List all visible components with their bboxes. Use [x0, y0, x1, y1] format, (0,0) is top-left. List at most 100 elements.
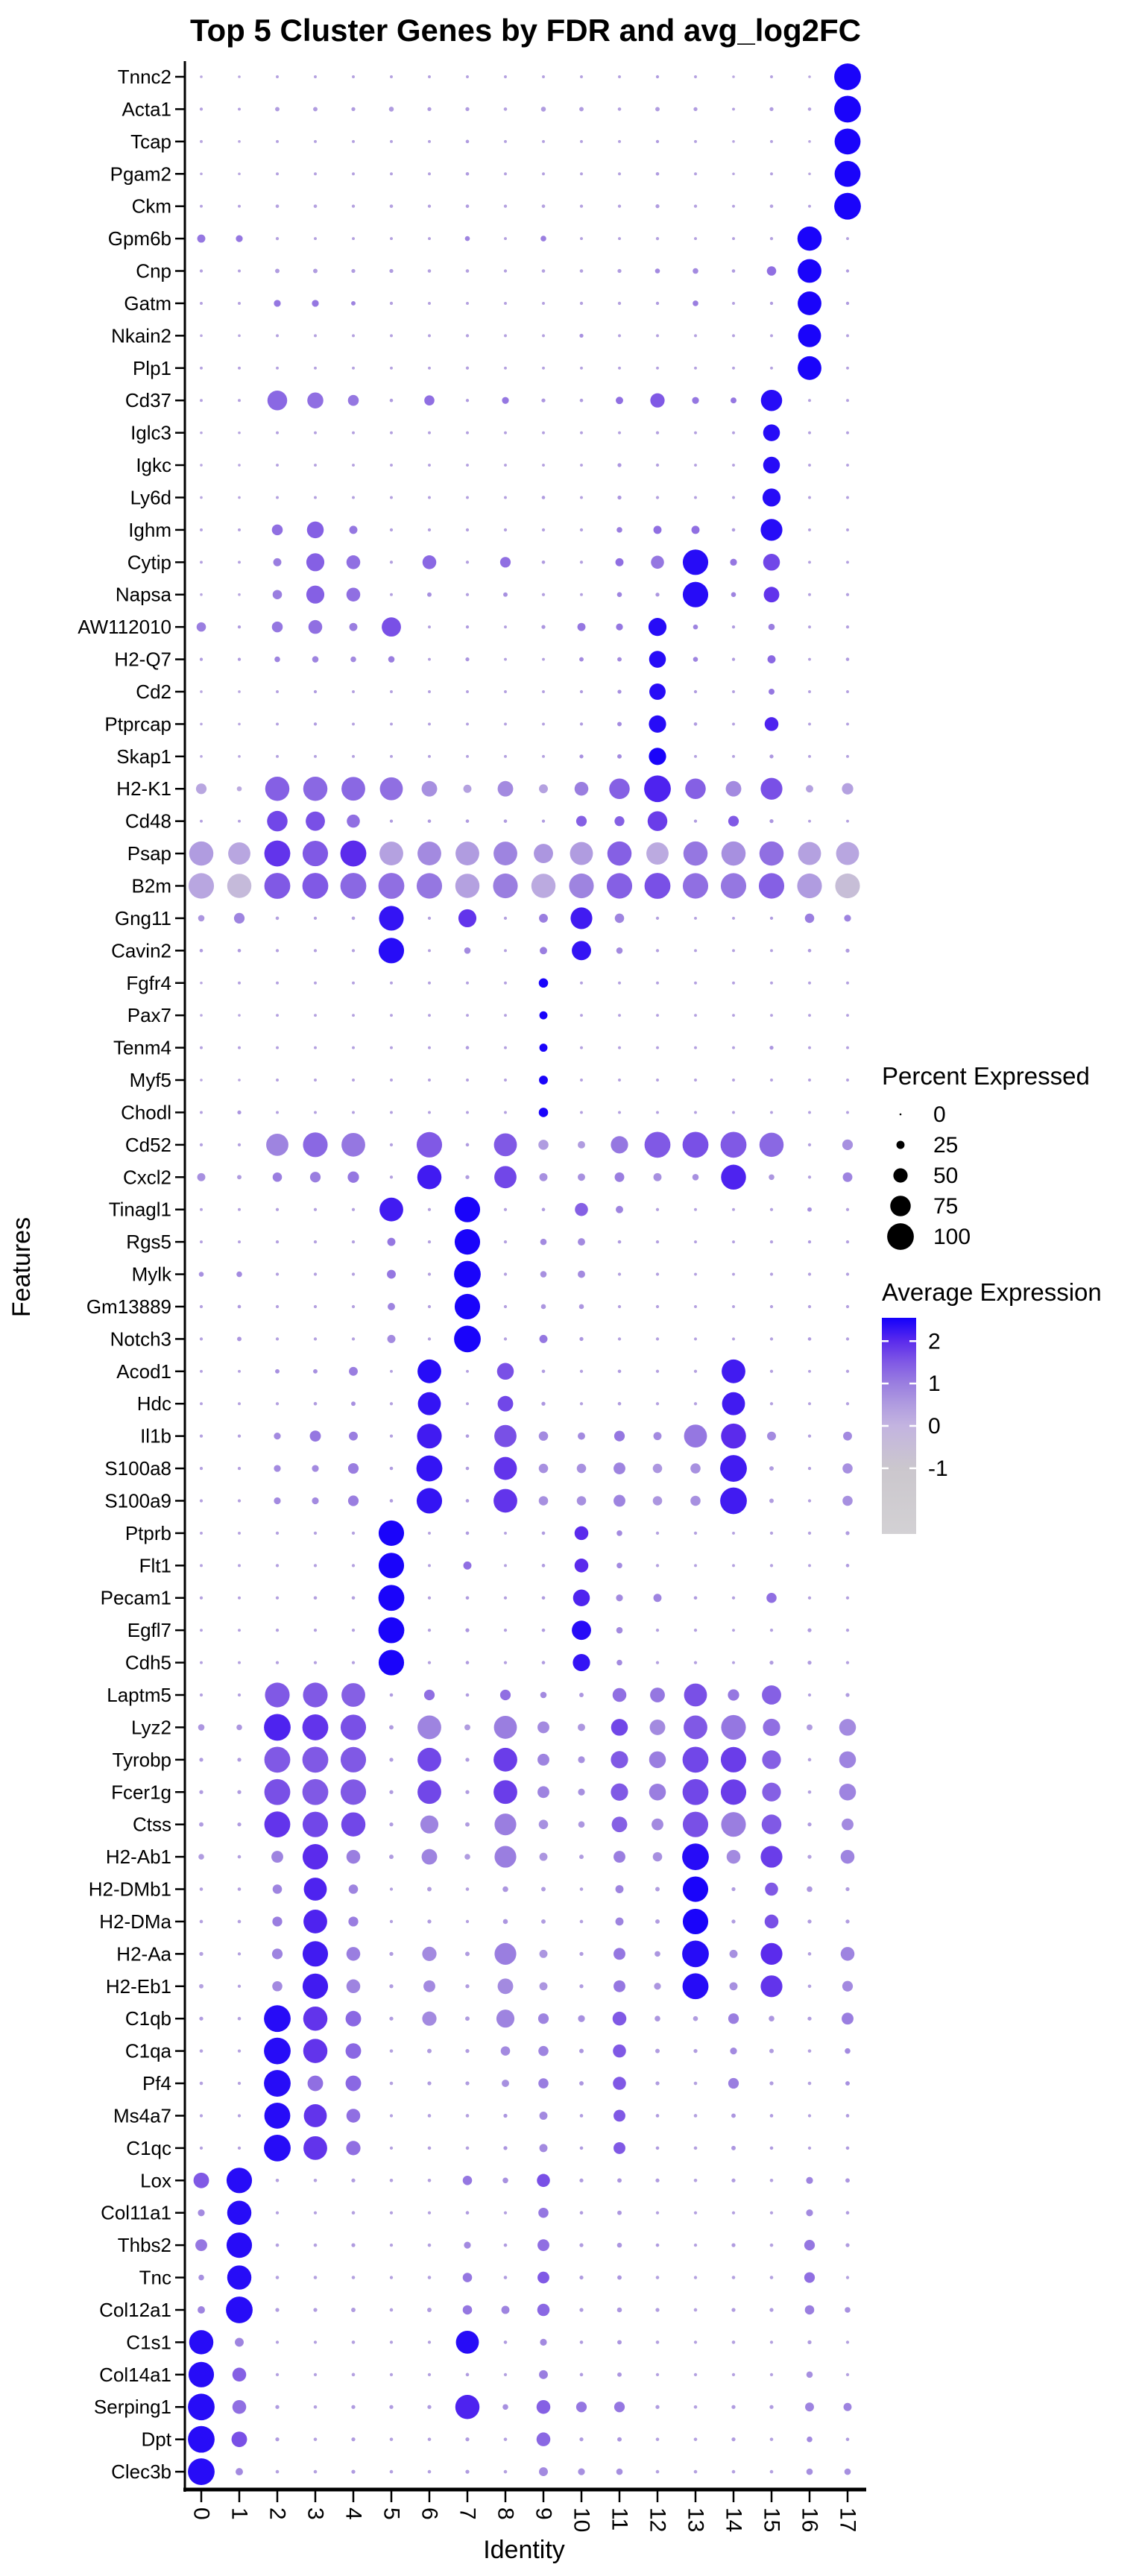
- dot-Col12a1-c13: [693, 2308, 698, 2312]
- dot-Ctss-c2: [264, 1811, 291, 1838]
- gene-label-Myf5: Myf5: [130, 1069, 171, 1091]
- gene-label-Pgam2: Pgam2: [110, 162, 171, 185]
- dot-Ighm-c7: [465, 528, 470, 532]
- dot-Pax7-c1: [238, 1014, 241, 1017]
- dot-Myf5-c11: [618, 1079, 621, 1082]
- dot-H2-Eb1-c5: [389, 1984, 394, 1989]
- dot-H2-Q7-c14: [731, 657, 736, 661]
- dot-C1qa-c3: [303, 2039, 328, 2063]
- dot-Cd2-c5: [390, 690, 393, 693]
- dot-Col14a1-c0: [188, 2361, 215, 2387]
- dot-Tyrobp-c11: [611, 1751, 628, 1769]
- dot-Pax7-c8: [504, 1014, 507, 1017]
- dot-Tcap-c2: [276, 139, 279, 143]
- dot-Serping1-c6: [427, 2405, 432, 2409]
- dot-Ighm-c12: [653, 525, 662, 534]
- dot-Pecam1-c0: [199, 1596, 204, 1600]
- dot-Lyz2-c3: [302, 1714, 329, 1740]
- dot-Cytip-c7: [465, 561, 470, 564]
- dot-Il1b-c4: [349, 1431, 358, 1441]
- dot-S100a8-c16: [807, 1466, 812, 1471]
- dot-AW112010-c13: [693, 624, 698, 630]
- dot-Pgam2-c7: [465, 171, 470, 176]
- dot-Acod1-c15: [769, 1369, 774, 1373]
- dot-Cnp-c16: [798, 259, 821, 283]
- dot-Tcap-c4: [352, 139, 355, 143]
- dot-Cnp-c0: [199, 269, 204, 273]
- dot-Pgam2-c16: [808, 172, 811, 176]
- dot-Gatm-c10: [579, 301, 584, 306]
- dot-Cd52-c12: [644, 1131, 671, 1158]
- dot-Tenm4-c14: [732, 1046, 735, 1049]
- dot-Cnp-c7: [465, 269, 470, 273]
- dot-Lox-c13: [693, 2179, 698, 2182]
- dot-C1qa-c9: [538, 2045, 549, 2056]
- dot-Ly6d-c16: [808, 496, 811, 499]
- dot-Hdc-c1: [238, 1402, 241, 1406]
- dot-Pgam2-c17: [834, 160, 861, 187]
- dot-Lox-c14: [731, 2178, 736, 2182]
- dot-Col14a1-c9: [539, 2370, 548, 2379]
- dot-Pecam1-c14: [731, 1596, 736, 1600]
- dot-Col11a1-c1: [227, 2200, 252, 2225]
- dot-Igkc-c3: [314, 464, 317, 467]
- dot-Dpt-c6: [427, 2437, 432, 2441]
- dot-Fcer1g-c17: [839, 1784, 857, 1801]
- dot-C1qb-c7: [465, 2016, 470, 2021]
- dot-Fgfr4-c5: [390, 981, 393, 985]
- dot-H2-DMa-c4: [348, 1916, 359, 1927]
- dot-Nkain2-c6: [428, 334, 431, 338]
- dot-S100a8-c1: [237, 1466, 242, 1471]
- dot-Serping1-c0: [188, 2393, 215, 2421]
- dot-Lox-c8: [502, 2177, 508, 2184]
- dot-AW112010-c15: [768, 623, 775, 631]
- dot-Serping1-c9: [536, 2399, 551, 2414]
- dot-Col14a1-c1: [232, 2367, 247, 2382]
- dot-Hdc-c6: [417, 1392, 441, 1415]
- dot-Igkc-c9: [542, 464, 545, 467]
- dot-Hdc-c7: [466, 1402, 469, 1406]
- dot-H2-Eb1-c13: [682, 1973, 709, 2000]
- dot-Iglc3-c5: [390, 431, 393, 435]
- dot-H2-Eb1-c6: [423, 1980, 435, 1992]
- dot-Il1b-c0: [199, 1434, 204, 1438]
- dot-Ctss-c7: [465, 1822, 470, 1827]
- dot-Tcap-c5: [390, 139, 393, 143]
- dot-Cxcl2-c13: [692, 1173, 699, 1181]
- dot-Cytip-c8: [499, 557, 511, 568]
- cluster-label-2: 2: [265, 2507, 290, 2520]
- dot-Fgfr4-c7: [466, 981, 469, 985]
- percent-expressed-legend-title: Percent Expressed: [882, 1062, 1090, 1090]
- dot-Chodl-c11: [618, 1111, 621, 1114]
- dot-Col14a1-c4: [351, 2373, 356, 2377]
- dot-Acta1-c4: [351, 107, 356, 112]
- dot-Ms4a7-c4: [346, 2109, 361, 2123]
- dot-Gpm6b-c13: [694, 237, 697, 241]
- dot-Acta1-c0: [199, 107, 204, 111]
- dot-Tnnc2-c14: [732, 75, 735, 78]
- dot-Ptprcap-c16: [808, 722, 811, 726]
- dot-S100a8-c13: [690, 1463, 701, 1474]
- dot-Chodl-c10: [580, 1111, 583, 1114]
- dot-Col11a1-c15: [769, 2211, 774, 2214]
- dot-Igkc-c15: [763, 456, 780, 474]
- dot-Pax7-c17: [846, 1014, 849, 1017]
- dot-H2-Q7-c10: [579, 657, 584, 662]
- dot-Nkain2-c14: [732, 334, 735, 338]
- dot-Tnnc2-c11: [618, 75, 621, 78]
- dot-Plp1-c6: [428, 366, 431, 370]
- dot-AW112010-c7: [465, 625, 470, 629]
- dot-Napsa-c17: [845, 593, 850, 596]
- dot-C1qb-c3: [303, 2006, 328, 2031]
- dot-Tcap-c13: [694, 139, 697, 143]
- dot-S100a8-c4: [347, 1462, 359, 1474]
- dot-Egfl7-c2: [275, 1629, 280, 1632]
- gene-label-H2-DMa: H2-DMa: [99, 1910, 171, 1933]
- dot-Tinagl1-c13: [694, 1208, 697, 1211]
- dot-Tnc-c12: [655, 2276, 660, 2279]
- dot-Tnc-c2: [275, 2276, 280, 2279]
- dot-Cytip-c16: [808, 561, 811, 564]
- dot-Flt1-c17: [845, 1564, 850, 1568]
- dot-Pgam2-c1: [238, 172, 241, 176]
